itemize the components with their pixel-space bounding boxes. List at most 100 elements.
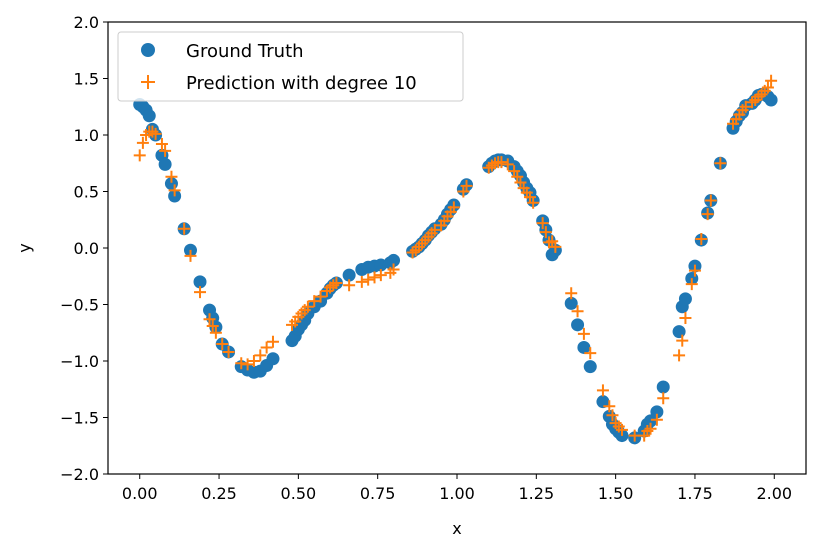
ground-truth-point — [596, 395, 610, 409]
prediction-point — [603, 400, 616, 413]
prediction-point — [247, 355, 260, 367]
ground-truth-point — [142, 109, 156, 123]
x-tick-label: 0.50 — [281, 484, 317, 503]
ground-truth-point — [387, 253, 401, 267]
prediction-point — [168, 184, 181, 197]
prediction-point — [577, 327, 590, 340]
legend-plus-marker — [141, 75, 155, 89]
prediction-point — [266, 335, 279, 348]
y-tick-label: 1.0 — [74, 126, 99, 145]
y-tick-label: −0.5 — [60, 296, 99, 315]
prediction-point — [387, 263, 400, 276]
ground-truth-point — [764, 93, 778, 107]
prediction-point — [178, 222, 191, 235]
prediction-point — [203, 313, 216, 326]
ground-truth-point — [577, 340, 591, 354]
legend-label-prediction: Prediction with degree 10 — [186, 73, 417, 94]
y-tick-label: −1.0 — [60, 352, 99, 371]
legend: Ground Truth Prediction with degree 10 — [117, 31, 464, 102]
ground-truth-point — [193, 275, 207, 289]
prediction-point — [308, 295, 321, 308]
x-tick-label: 1.00 — [439, 484, 475, 503]
prediction-point — [571, 305, 584, 318]
prediction-point — [155, 138, 168, 151]
prediction-point — [679, 312, 692, 325]
ground-truth-point — [266, 352, 280, 366]
prediction-point — [676, 334, 689, 347]
legend-circle-marker — [141, 43, 155, 57]
prediction-point — [714, 157, 727, 170]
prediction-point — [688, 264, 701, 277]
ground-truth-point — [656, 380, 670, 394]
y-tick-label: 0.0 — [74, 239, 99, 258]
legend-label-ground-truth: Ground Truth — [186, 41, 304, 62]
legend-box — [117, 31, 464, 102]
ground-truth-point — [644, 414, 658, 428]
prediction-point — [765, 74, 778, 87]
prediction-point — [565, 287, 578, 300]
prediction-point — [447, 201, 460, 214]
prediction-point — [549, 240, 562, 253]
ground-truth-point — [571, 318, 585, 332]
x-tick-label: 1.25 — [519, 484, 555, 503]
prediction-point — [650, 413, 663, 426]
y-tick-label: 2.0 — [74, 13, 99, 32]
prediction-point — [165, 170, 178, 183]
prediction-point — [704, 194, 717, 207]
prediction-point — [343, 279, 356, 292]
prediction-point — [739, 100, 752, 113]
ground-truth-point — [342, 268, 356, 282]
x-tick-label: 1.75 — [677, 484, 713, 503]
prediction-point — [260, 341, 273, 354]
prediction-point — [184, 249, 197, 262]
prediction-point — [657, 392, 670, 405]
prediction-point — [695, 232, 708, 245]
prediction-point — [159, 144, 172, 157]
prediction-series — [133, 74, 778, 442]
ground-truth-point — [678, 292, 692, 306]
x-tick-label: 0.25 — [201, 484, 237, 503]
y-axis-ticks: −2.0 −1.5 −1.0 −0.5 0.0 0.5 1.0 1.5 2.0 — [60, 13, 108, 484]
legend-marker-ground-truth — [141, 43, 155, 57]
prediction-point — [149, 127, 162, 140]
prediction-point — [460, 179, 473, 192]
prediction-point — [314, 290, 327, 303]
prediction-point — [644, 422, 657, 435]
y-tick-label: 1.5 — [74, 70, 99, 89]
prediction-point — [584, 347, 597, 360]
prediction-point — [673, 349, 686, 362]
prediction-point — [330, 277, 343, 290]
prediction-point — [355, 275, 368, 288]
prediction-point — [235, 357, 248, 370]
prediction-point — [222, 345, 235, 358]
prediction-point — [368, 271, 381, 284]
prediction-point — [301, 300, 314, 313]
ground-truth-point — [650, 405, 664, 419]
x-tick-label: 0.00 — [122, 484, 158, 503]
prediction-point — [606, 409, 619, 422]
prediction-point — [536, 217, 549, 230]
prediction-point — [374, 269, 387, 282]
prediction-point — [685, 278, 698, 291]
prediction-point — [701, 208, 714, 221]
prediction-point — [254, 349, 267, 362]
ground-truth-point — [564, 296, 578, 310]
ground-truth-point — [583, 360, 597, 374]
prediction-point — [527, 196, 540, 209]
prediction-point — [501, 158, 514, 171]
y-tick-label: −1.5 — [60, 409, 99, 428]
y-tick-label: 0.5 — [74, 183, 99, 202]
prediction-point — [136, 136, 149, 149]
y-tick-label: −2.0 — [60, 465, 99, 484]
x-axis-ticks: 0.00 0.25 0.50 0.75 1.00 1.25 1.50 1.75 2.00 — [122, 474, 792, 503]
prediction-point — [216, 338, 229, 351]
prediction-point — [241, 358, 254, 371]
prediction-point — [206, 319, 219, 332]
legend-marker-prediction — [141, 75, 155, 89]
prediction-point — [495, 156, 508, 169]
prediction-point — [428, 223, 441, 236]
prediction-point — [362, 273, 375, 286]
ground-truth-point — [672, 325, 686, 339]
ground-truth-point — [158, 157, 172, 171]
